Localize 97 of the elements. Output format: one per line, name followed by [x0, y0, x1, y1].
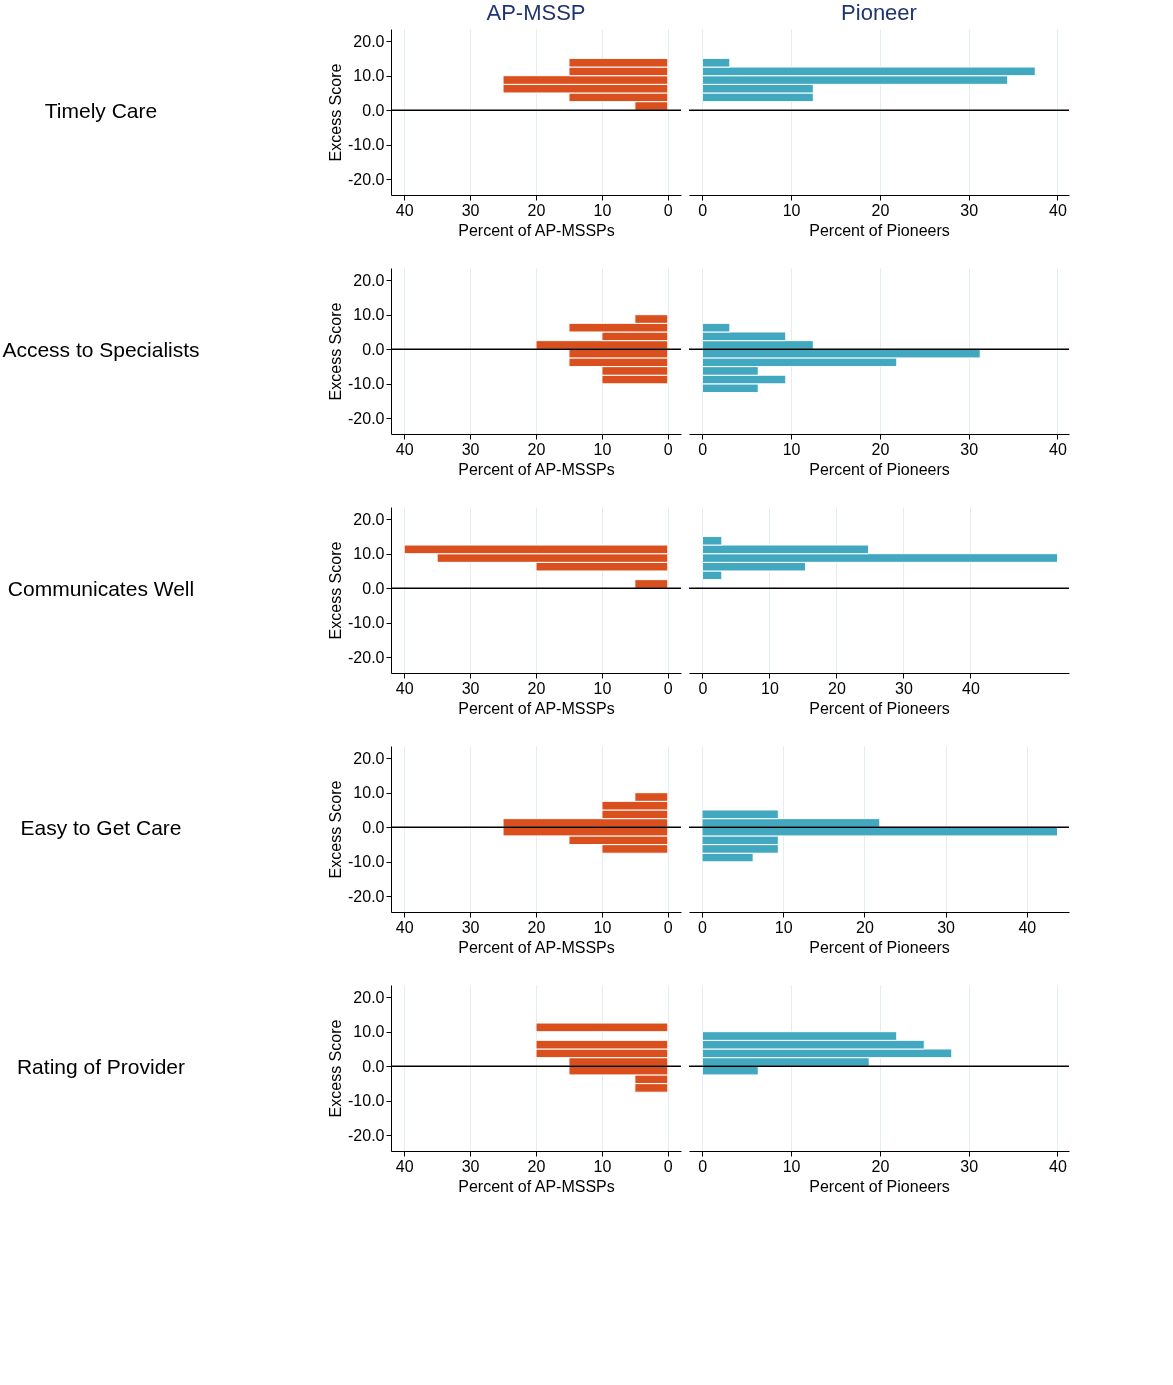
x-tick-label: 10 [593, 201, 612, 219]
x-tick-label: 30 [461, 440, 480, 458]
text: Timely Care [44, 99, 158, 122]
x-tick-label: 30 [937, 918, 956, 936]
y-tick-label: -10.0 [348, 853, 385, 871]
x-tick-label: 40 [395, 440, 414, 458]
y-tick-label: 10.0 [353, 67, 385, 85]
y-tick-label: 10.0 [353, 306, 385, 324]
x-axis-title: Percent of Pioneers [809, 1177, 950, 1195]
x-tick-label: 0 [698, 1157, 708, 1175]
y-tick-label: -20.0 [348, 648, 385, 666]
x-tick-label: 20 [855, 918, 874, 936]
y-tick-label: 0.0 [362, 818, 385, 836]
y-tick-label: 0.0 [362, 101, 385, 119]
x-axis-title: Percent of Pioneers [809, 221, 950, 239]
y-tick-label: 0.0 [362, 340, 385, 358]
x-tick-label: 0 [663, 918, 673, 936]
x-tick-label: 20 [527, 918, 546, 936]
y-tick-label: 20.0 [353, 749, 385, 767]
y-tick-label: 20.0 [353, 32, 385, 50]
y-tick-label: 20.0 [353, 271, 385, 289]
chart-title: Pioneer [841, 0, 917, 25]
x-tick-label: 10 [782, 1157, 801, 1175]
x-tick-label: 0 [698, 679, 708, 697]
x-tick-label: 40 [1049, 1157, 1067, 1175]
x-tick-label: 30 [461, 201, 480, 219]
x-tick-label: 40 [395, 201, 414, 219]
y-tick-label: -10.0 [348, 1092, 385, 1110]
y-tick-label: -10.0 [348, 136, 385, 154]
x-tick-label: 10 [593, 440, 612, 458]
y-tick-label: -20.0 [348, 1126, 385, 1144]
y-tick-label: 10.0 [353, 784, 385, 802]
x-tick-label: 40 [395, 679, 414, 697]
x-tick-label: 20 [871, 440, 890, 458]
y-tick-label: -10.0 [348, 614, 385, 632]
y-axis-title: Excess Score [327, 302, 345, 401]
y-axis-title: Excess Score [327, 541, 345, 640]
text: Access to Specialists [2, 338, 200, 361]
y-tick-label: 20.0 [353, 510, 385, 528]
x-tick-label: 0 [663, 201, 673, 219]
x-tick-label: 0 [698, 440, 708, 458]
x-axis-title: Percent of AP-MSSPs [458, 221, 615, 239]
x-tick-label: 0 [663, 440, 673, 458]
x-tick-label: 40 [962, 679, 980, 697]
x-tick-label: 30 [895, 679, 913, 697]
text: Rating of Provider [16, 1055, 186, 1078]
x-tick-label: 10 [593, 679, 612, 697]
x-axis-title: Percent of AP-MSSPs [458, 938, 615, 956]
x-tick-label: 30 [960, 201, 979, 219]
y-tick-label: -10.0 [348, 375, 385, 393]
x-tick-label: 0 [698, 918, 708, 936]
x-tick-label: 40 [395, 918, 414, 936]
x-tick-label: 40 [1049, 440, 1067, 458]
y-axis-title: Excess Score [327, 1019, 345, 1118]
x-axis-title: Percent of Pioneers [809, 938, 950, 956]
y-tick-label: -20.0 [348, 170, 385, 188]
x-axis-title: Percent of AP-MSSPs [458, 1177, 615, 1195]
x-tick-label: 0 [663, 1157, 673, 1175]
x-tick-label: 30 [461, 1157, 480, 1175]
y-axis-title: Excess Score [327, 63, 345, 162]
x-tick-label: 10 [593, 1157, 612, 1175]
x-axis-title: Percent of AP-MSSPs [458, 460, 615, 478]
x-axis-title: Percent of AP-MSSPs [458, 699, 615, 717]
y-tick-label: 0.0 [362, 579, 385, 597]
y-axis-title: Excess Score [327, 780, 345, 879]
x-tick-label: 20 [828, 679, 846, 697]
x-tick-label: 40 [395, 1157, 414, 1175]
chart-title: AP-MSSP [486, 0, 586, 25]
x-tick-label: 0 [698, 201, 708, 219]
x-tick-label: 20 [871, 201, 890, 219]
x-tick-label: 0 [663, 679, 673, 697]
x-tick-label: 30 [960, 1157, 979, 1175]
x-tick-label: 10 [593, 918, 612, 936]
y-tick-label: 0.0 [362, 1057, 385, 1075]
y-tick-label: -20.0 [348, 887, 385, 905]
x-tick-label: 20 [527, 440, 546, 458]
x-tick-label: 20 [527, 201, 546, 219]
x-tick-label: 30 [960, 440, 979, 458]
text: Communicates Well [7, 577, 195, 600]
x-axis-title: Percent of Pioneers [809, 699, 950, 717]
x-tick-label: 30 [461, 918, 480, 936]
x-tick-label: 10 [774, 918, 793, 936]
y-tick-label: 10.0 [353, 545, 385, 563]
x-tick-label: 20 [871, 1157, 890, 1175]
x-axis-title: Percent of Pioneers [809, 460, 950, 478]
x-tick-label: 40 [1049, 201, 1067, 219]
x-tick-label: 20 [527, 1157, 546, 1175]
x-tick-label: 30 [461, 679, 480, 697]
text: Easy to Get Care [20, 816, 182, 839]
y-tick-label: 10.0 [353, 1023, 385, 1041]
x-tick-label: 10 [761, 679, 779, 697]
x-tick-label: 40 [1018, 918, 1037, 936]
x-tick-label: 10 [782, 440, 801, 458]
x-tick-label: 10 [782, 201, 801, 219]
x-tick-label: 20 [527, 679, 546, 697]
y-tick-label: -20.0 [348, 409, 385, 427]
y-tick-label: 20.0 [353, 988, 385, 1006]
